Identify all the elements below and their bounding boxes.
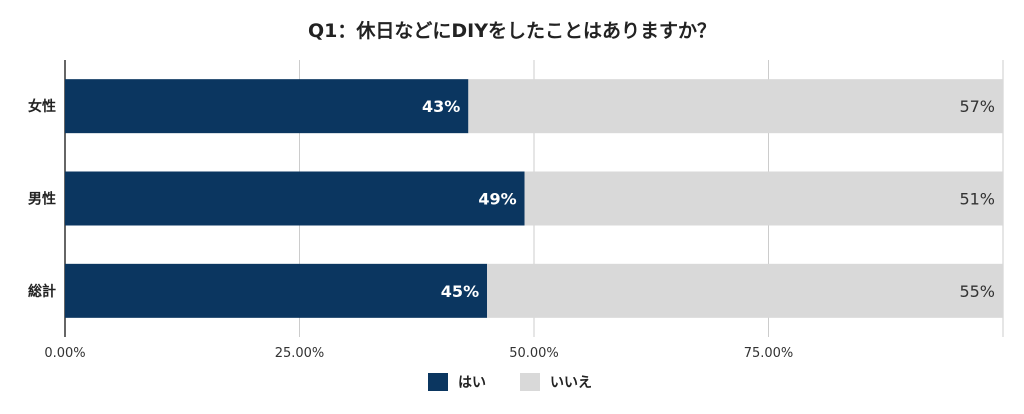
data-label: 45% — [441, 282, 479, 301]
category-label: 総計 — [28, 283, 56, 300]
x-tick-label: 0.00% — [44, 346, 85, 361]
bar-segment-yes — [65, 263, 488, 318]
chart-title: Q1：休日などにDIYをしたことはありますか？ — [308, 20, 716, 42]
x-axis-ticks: 0.00% 25.00% 50.00% 75.00% — [44, 346, 793, 361]
x-tick-label: 75.00% — [744, 346, 794, 361]
data-label: 43% — [422, 97, 460, 116]
data-label: 49% — [478, 190, 516, 209]
legend-label: いいえ — [550, 375, 592, 391]
bars: 43% 57% 49% 51% 45% 55% — [65, 79, 1004, 318]
data-label: 57% — [959, 97, 995, 116]
bar-segment-no — [524, 171, 1003, 226]
category-label: 女性 — [28, 98, 56, 115]
category-label: 男性 — [28, 191, 56, 208]
legend: はい いいえ — [428, 373, 592, 391]
data-label: 55% — [959, 282, 995, 301]
legend-label: はい — [458, 375, 486, 391]
bar-segment-no — [468, 79, 1004, 134]
legend-swatch — [520, 373, 540, 391]
x-tick-label: 25.00% — [275, 346, 325, 361]
legend-swatch — [428, 373, 448, 391]
bar-segment-no — [487, 263, 1004, 318]
bar-segment-yes — [65, 171, 525, 226]
x-tick-label: 50.00% — [509, 346, 559, 361]
data-label: 51% — [959, 190, 995, 209]
bar-segment-yes — [65, 79, 469, 134]
